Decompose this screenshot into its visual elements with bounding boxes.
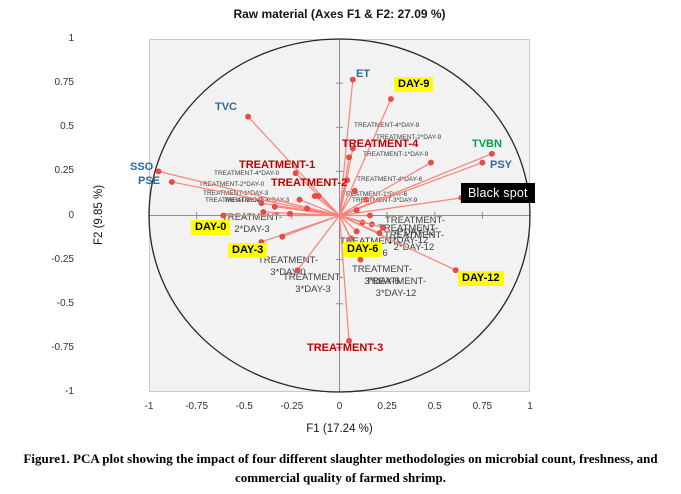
y-tick-label: -1 (65, 386, 74, 397)
figure-caption-line1: Figure1. PCA plot showing the impact of … (23, 451, 658, 466)
figure-caption: Figure1. PCA plot showing the impact of … (0, 450, 681, 488)
x-tick-label: -1 (144, 401, 154, 412)
x-axis-title: F1 (17.24 %) (306, 423, 373, 435)
figure-caption-line2: commercial quality of farmed shrimp. (235, 469, 446, 485)
chart-title: Raw material (Axes F1 & F2: 27.09 %) (233, 7, 446, 21)
y-tick-label: -0.5 (56, 297, 74, 309)
x-tick-label: -0.25 (280, 401, 304, 412)
y-tick-label: -0.25 (51, 253, 74, 265)
y-tick-label: 0 (68, 209, 74, 221)
y-tick-label: 0.25 (54, 165, 74, 177)
plot-area (149, 39, 530, 392)
x-tick-label: 1 (527, 401, 533, 412)
x-tick-label: 0.75 (472, 401, 493, 412)
y-tick-label: -0.75 (51, 341, 74, 353)
x-tick-label: 0.25 (377, 401, 397, 412)
x-tick-label: 0.5 (427, 401, 442, 412)
y-tick-label: 0.75 (54, 77, 74, 89)
y-tick-label: 0.5 (60, 121, 74, 133)
y-tick-label: 1 (68, 33, 74, 44)
x-tick-label: 0 (336, 401, 343, 412)
x-tick-label: -0.75 (185, 401, 209, 412)
x-tick-label: -0.5 (235, 401, 253, 412)
y-axis-title: F2 (9.85 %) (93, 184, 105, 246)
